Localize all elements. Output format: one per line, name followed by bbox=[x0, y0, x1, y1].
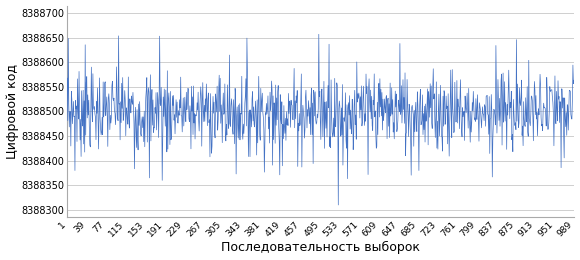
X-axis label: Последовательность выборок: Последовательность выборок bbox=[222, 241, 420, 255]
Y-axis label: Цифровой код: Цифровой код bbox=[6, 64, 19, 159]
